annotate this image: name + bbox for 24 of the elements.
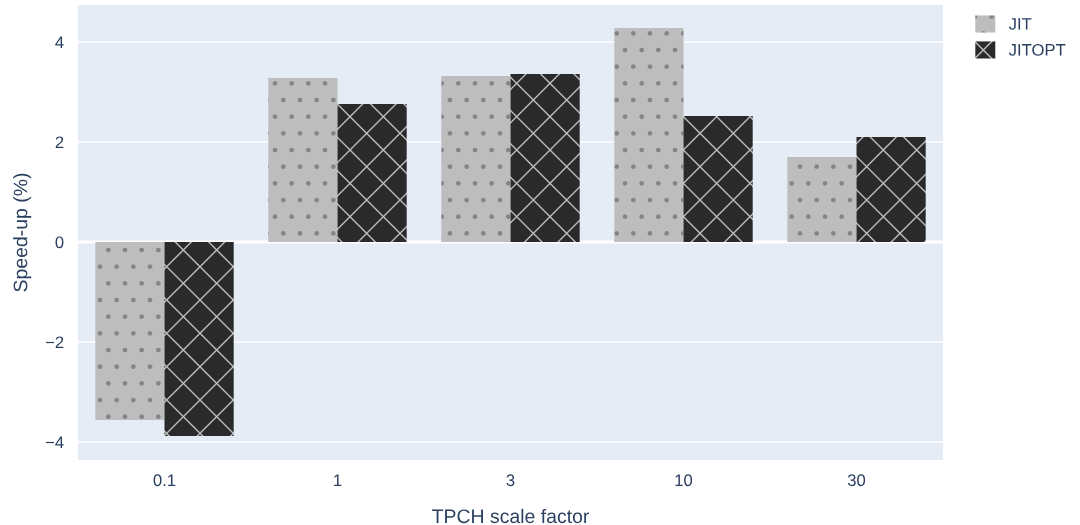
bar xyxy=(164,242,234,436)
bar xyxy=(614,28,684,242)
bar xyxy=(683,116,753,242)
legend-label: JIT xyxy=(1008,18,1032,30)
legend-label: JITOPT xyxy=(1008,43,1066,56)
x-tick-label: 10 xyxy=(675,474,693,487)
y-tick-label: 0 xyxy=(55,236,64,249)
bar xyxy=(441,76,511,242)
y-axis-title: Speed-up (%) xyxy=(13,173,32,292)
y-tick-label: −2 xyxy=(45,336,64,349)
x-tick-label: 30 xyxy=(847,474,866,487)
x-tick-label: 0.1 xyxy=(153,474,176,487)
bar xyxy=(856,137,926,242)
x-tick-label: 3 xyxy=(506,474,515,487)
y-tick-label: 2 xyxy=(55,136,64,149)
x-axis-title: TPCH scale factor xyxy=(432,508,590,524)
bar xyxy=(510,74,580,242)
bar xyxy=(337,104,407,242)
bar xyxy=(268,78,338,242)
y-tick-label: −4 xyxy=(45,436,64,449)
bar xyxy=(787,157,857,242)
y-tick-label: 4 xyxy=(55,36,64,49)
x-tick-label: 1 xyxy=(334,474,342,486)
bar xyxy=(95,242,165,420)
